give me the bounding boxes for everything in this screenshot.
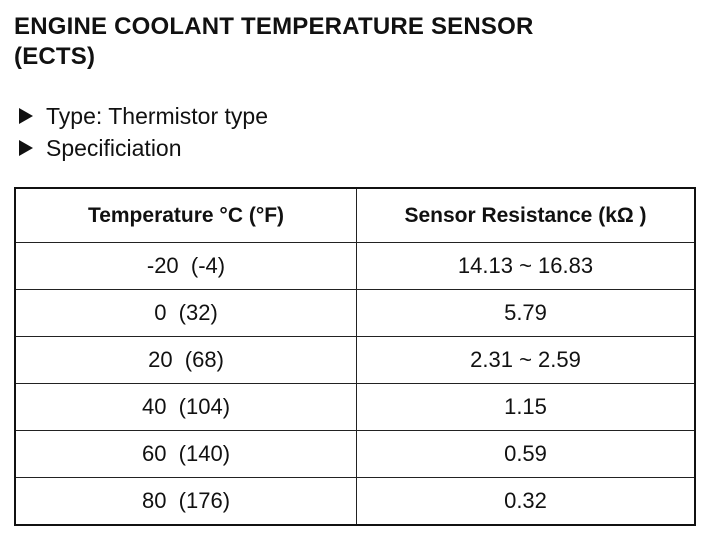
bullet-item: Specificiation [18,132,268,164]
table-cell: 80 (176) [14,477,357,526]
table-row: -20 (-4) 14.13 ~ 16.83 [14,242,696,290]
table-row: 20 (68) 2.31 ~ 2.59 [14,336,696,384]
spec-table: Temperature °C (°F) Sensor Resistance (kΩ… [14,187,696,526]
bullet-arrow [19,108,33,124]
title: ENGINE COOLANT TEMPERATURE SENSOR (ECTS) [14,12,534,72]
table-row: 60 (140) 0.59 [14,430,696,478]
column-header: Sensor Resistance (kΩ ) [356,187,696,243]
title-line: (ECTS) [14,43,96,70]
table-cell: 20 (68) [14,336,357,384]
table-row: 0 (32) 5.79 [14,289,696,337]
table-cell: 5.79 [356,289,696,337]
table-cell: 60 (140) [14,430,357,478]
table-cell: 0 (32) [14,289,357,337]
bullet-item: Type: Thermistor type [18,100,268,132]
header-row: Temperature °C (°F) Sensor Resistance (kΩ… [14,187,696,243]
table-cell: 0.59 [356,430,696,478]
table-cell: -20 (-4) [14,242,357,290]
title-line: ENGINE COOLANT TEMPERATURE SENSOR [14,13,534,40]
table-cell: 1.15 [356,383,696,431]
column-header: Temperature °C (°F) [14,187,357,243]
table-row: 80 (176) 0.32 [14,477,696,526]
bullet-text: Type: Thermistor type [46,103,268,129]
table-cell: 40 (104) [14,383,357,431]
bullet-arrow [19,140,33,156]
table-cell: 0.32 [356,477,696,526]
table-row: 40 (104) 1.15 [14,383,696,431]
bullet-list: Type: Thermistor type Specificiation [18,100,268,164]
bullet-text: Specificiation [46,135,182,161]
table-cell: 2.31 ~ 2.59 [356,336,696,384]
table-cell: 14.13 ~ 16.83 [356,242,696,290]
